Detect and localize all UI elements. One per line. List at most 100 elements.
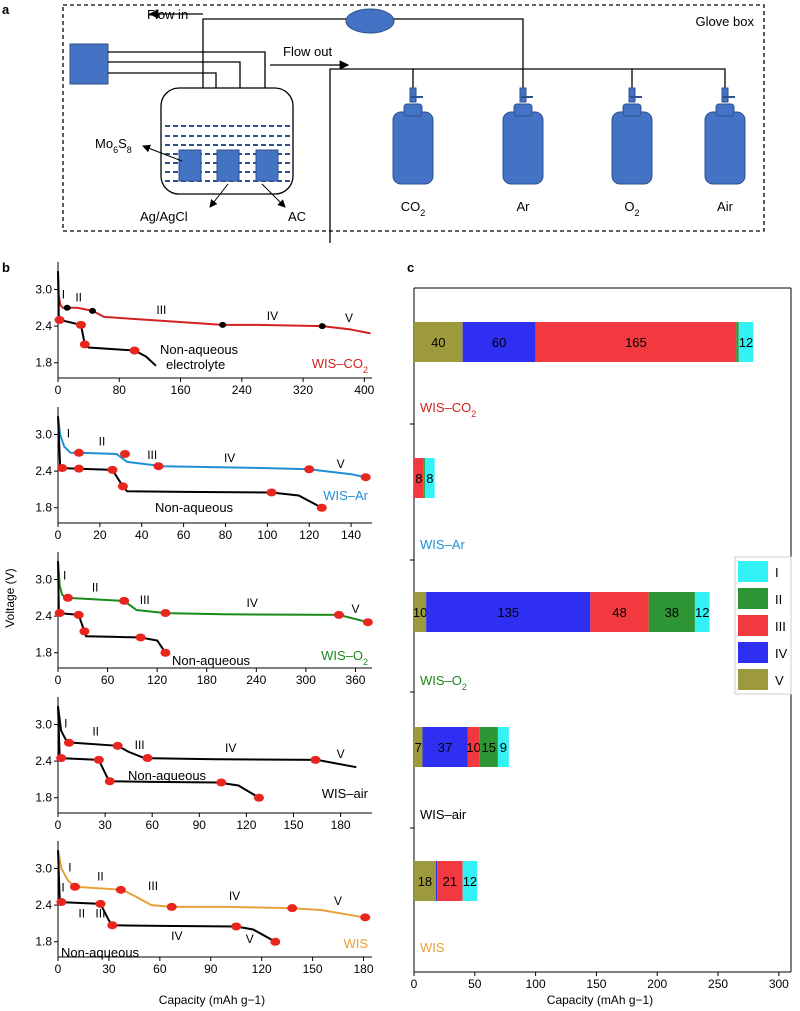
x-tick-label: 50 [468, 977, 482, 991]
y-tick-label: 2.4 [35, 754, 52, 768]
cylinder-valve [628, 87, 636, 103]
bar-value-label: 12 [463, 874, 477, 889]
panel-b-y-axis-label: Voltage (V) [3, 568, 17, 627]
mo6s8-label: Mo6S8 [95, 136, 132, 155]
category-label: WIS–CO2 [420, 400, 476, 419]
legend-label: II [775, 592, 782, 607]
bar-segment-I [497, 727, 509, 767]
y-tick-label: 1.8 [35, 356, 52, 370]
transition-marker [119, 450, 130, 459]
region-label: III [148, 879, 158, 893]
region-label: V [351, 602, 359, 616]
gas-label: Ar [517, 199, 531, 214]
region-label: I [61, 881, 64, 895]
bar-value-label: 7 [415, 740, 422, 755]
y-tick-label: 3.0 [35, 427, 52, 441]
bar-segment-IV [462, 322, 536, 362]
x-tick-label: 40 [135, 528, 149, 542]
tubing [108, 18, 726, 243]
transition-marker [56, 898, 67, 907]
curve-label: WIS–O2 [321, 648, 368, 667]
transition-marker [360, 473, 371, 482]
x-tick-label: 0 [55, 818, 62, 832]
x-tick-label: 150 [586, 977, 606, 991]
y-tick-label: 2.4 [35, 319, 52, 333]
x-tick-label: 120 [299, 528, 319, 542]
electrode-ag-agcl [216, 149, 240, 182]
transition-marker [95, 899, 106, 908]
transition-marker [69, 882, 80, 891]
x-tick-label: 20 [93, 528, 107, 542]
bar-value-label: 15 [482, 740, 496, 755]
transition-marker [304, 465, 315, 474]
region-label: III [156, 303, 166, 317]
non-aqueous-curve [57, 850, 276, 943]
bar-segment-IV [435, 861, 438, 901]
y-tick-label: 1.8 [35, 646, 52, 660]
bar-value-label: 37 [438, 740, 452, 755]
region-label: IV [247, 596, 258, 610]
bar-segment-II [479, 727, 498, 767]
gas-label: O2 [624, 199, 639, 218]
bar-segment-V [414, 861, 436, 901]
electrode-ac [255, 149, 279, 182]
x-tick-label: 120 [252, 962, 272, 976]
transition-marker [54, 316, 65, 324]
cylinder-neck [513, 103, 533, 117]
bar-value-label: 9 [500, 740, 507, 755]
cylinder-valve [721, 87, 729, 103]
legend-label: III [775, 619, 786, 634]
glove-box-label: Glove box [695, 14, 754, 29]
bar-value-label: 38 [665, 605, 679, 620]
category-label: WIS [420, 940, 445, 955]
region-label: II [99, 434, 106, 448]
bar-segment-IV [426, 592, 591, 632]
region-label: IV [224, 451, 235, 465]
region-label: IV [267, 309, 278, 323]
transition-marker [73, 610, 84, 619]
legend-swatch-I [738, 561, 768, 582]
x-tick-label: 90 [204, 962, 218, 976]
region-label: III [147, 448, 157, 462]
non-aqueous-label: Non-aqueous [61, 945, 140, 960]
x-tick-label: 360 [345, 673, 365, 687]
x-tick-label: 150 [283, 818, 303, 832]
agagcl-pointer [209, 183, 229, 208]
bar-value-label: 48 [612, 605, 626, 620]
mo6s8-pointer [142, 144, 183, 162]
gas-cylinder [502, 111, 544, 185]
category-label: WIS–Ar [420, 537, 465, 552]
bar-value-label: 10 [466, 740, 480, 755]
region-label: IV [229, 889, 240, 903]
x-tick-label: 60 [153, 962, 167, 976]
bar-segment-I [424, 458, 435, 498]
region-label: IV [171, 929, 182, 943]
transition-marker [73, 448, 84, 457]
category-label: WIS–air [420, 807, 467, 822]
bar-value-label: 8 [415, 471, 422, 486]
legend-swatch-V [738, 669, 768, 690]
region-label: II [75, 291, 82, 305]
bar-value-label: 135 [497, 605, 519, 620]
x-tick-label: 180 [331, 818, 351, 832]
cylinder-neck [622, 103, 642, 117]
bar-value-label: 165 [625, 335, 647, 350]
main-curve [57, 706, 357, 769]
region-label: I [63, 568, 66, 582]
non-aqueous-curve [57, 416, 323, 509]
y-tick-label: 3.0 [35, 717, 52, 731]
x-tick-label: 240 [232, 383, 252, 397]
bar-value-label: 21 [443, 874, 457, 889]
panel-c: 0 50 100 150 200 250 300 40 60 165 12 WIS–CO2 8 8 WIS–… [410, 287, 792, 991]
bar-segment-III [414, 458, 424, 498]
region-label: II [97, 870, 104, 884]
ac-pointer [261, 183, 286, 208]
flow-meter [345, 8, 395, 34]
region-label: III [140, 593, 150, 607]
ag-agcl-label: Ag/AgCl [140, 209, 188, 224]
non-aqueous-label: Non-aqueous [155, 500, 234, 515]
